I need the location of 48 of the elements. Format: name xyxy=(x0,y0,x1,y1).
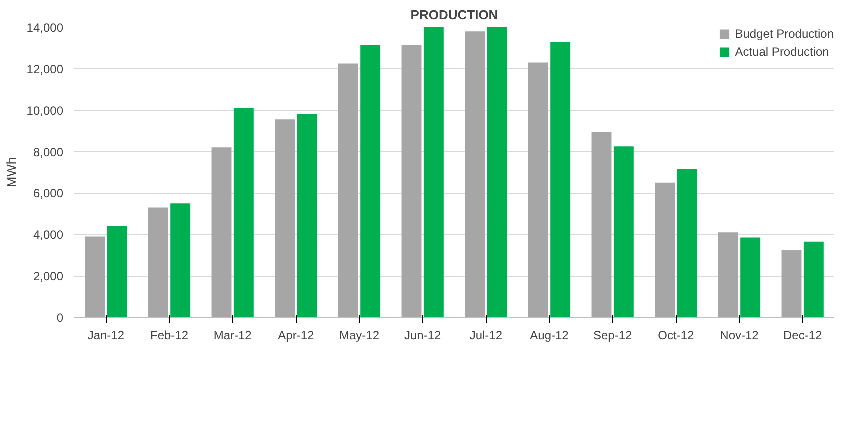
bar xyxy=(148,208,168,318)
x-tick-label: Jan-12 xyxy=(88,328,125,342)
bar xyxy=(402,45,422,318)
x-tick-label: Sep-12 xyxy=(593,328,633,342)
bar xyxy=(275,120,296,318)
bar xyxy=(614,146,634,318)
bar xyxy=(170,204,191,318)
bar xyxy=(718,232,738,318)
bar xyxy=(360,45,381,318)
bar xyxy=(212,148,232,318)
bar xyxy=(85,236,106,318)
y-tick-label: 12,000 xyxy=(26,62,64,76)
x-tick-label: Mar-12 xyxy=(214,328,252,342)
bar xyxy=(338,64,358,318)
x-tick-label: Feb-12 xyxy=(150,328,189,342)
x-tick-label: Dec-12 xyxy=(783,328,822,342)
x-tick-label: Nov-12 xyxy=(720,328,760,342)
bar xyxy=(550,42,571,318)
bar xyxy=(424,28,444,318)
bar xyxy=(528,62,548,318)
chart-title: PRODUCTION xyxy=(410,8,498,22)
x-tick-label: Oct-12 xyxy=(658,328,694,342)
bar xyxy=(592,132,612,318)
y-tick-label: 2,000 xyxy=(33,270,64,284)
x-tick-label: Aug-12 xyxy=(530,328,570,342)
bar xyxy=(782,250,802,318)
y-tick-label: 10,000 xyxy=(26,104,64,118)
bar xyxy=(655,182,676,318)
bar xyxy=(487,28,508,318)
y-tick-label: 4,000 xyxy=(33,228,64,242)
y-axis-title: MWh xyxy=(4,157,19,188)
y-tick-label: 8,000 xyxy=(33,145,64,160)
legend-label: Actual Production xyxy=(735,45,830,59)
bar xyxy=(740,238,761,318)
bar xyxy=(234,108,254,318)
x-tick-label: May-12 xyxy=(339,328,380,342)
bar xyxy=(465,32,486,318)
x-tick-label: Apr-12 xyxy=(278,328,314,342)
bar xyxy=(677,169,698,318)
bar xyxy=(107,226,128,318)
bar xyxy=(804,242,824,318)
y-tick-label: 6,000 xyxy=(33,186,64,201)
bar xyxy=(297,114,318,318)
x-tick-label: Jul-12 xyxy=(470,328,503,342)
legend-label: Budget Production xyxy=(735,27,834,41)
y-tick-label: 0 xyxy=(56,311,64,325)
y-tick-label: 14,000 xyxy=(26,21,64,35)
x-tick-label: Jun-12 xyxy=(404,328,442,342)
